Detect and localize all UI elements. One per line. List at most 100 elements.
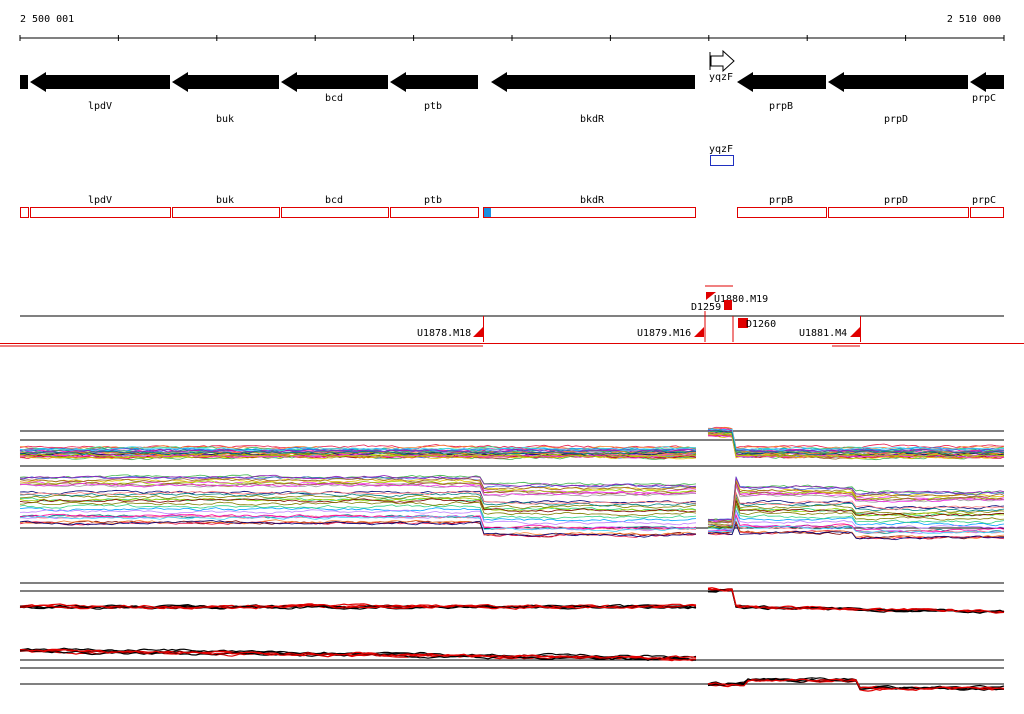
unit-U1881-M4[interactable]: U1881.M4 xyxy=(799,316,861,342)
reverse-arrow-icon xyxy=(30,72,170,92)
reverse-arrow-icon xyxy=(828,72,968,92)
cds-box xyxy=(710,155,734,166)
expression-trace xyxy=(19,587,1005,614)
summary-profile-upper xyxy=(19,587,1005,614)
cds-box xyxy=(970,207,1004,218)
unit-label: D1260 xyxy=(746,319,776,330)
expression-trace xyxy=(19,501,1005,529)
unit-U1879-M16[interactable]: U1879.M16 xyxy=(637,327,704,339)
reverse-arrow-icon xyxy=(390,72,478,92)
unit-marker-icon xyxy=(738,318,748,328)
unit-U1878-M18[interactable]: U1878.M18 xyxy=(417,316,484,342)
start-marker-icon xyxy=(483,207,491,218)
unit-U1880-M19[interactable]: U1880.M19 xyxy=(705,285,768,305)
gene-bcd[interactable]: bcd xyxy=(281,72,388,104)
expression-trace xyxy=(19,504,1005,529)
unit-label: D1259 xyxy=(691,302,721,313)
reverse-arrow-icon xyxy=(172,72,279,92)
cds-fragment[interactable] xyxy=(20,207,29,218)
expression-trace xyxy=(19,498,1005,529)
gene-yqzF[interactable]: yqzF xyxy=(709,49,735,83)
unit-marker-icon xyxy=(706,292,716,300)
reverse-arrow-icon xyxy=(281,72,388,92)
cds-label: buk xyxy=(216,195,234,206)
expression-trace xyxy=(19,509,1005,531)
expression-trace xyxy=(20,513,1005,534)
gene-prpB[interactable]: prpB xyxy=(737,72,826,112)
unit-D1259[interactable]: D1259 xyxy=(691,300,732,342)
expression-trace xyxy=(19,429,1005,454)
expression-trace xyxy=(19,433,1005,459)
gene-ptb[interactable]: ptb xyxy=(390,72,478,112)
unit-label: U1878.M18 xyxy=(417,328,471,339)
gene-bkdR[interactable]: bkdR xyxy=(491,72,695,125)
gene-track: lpdV buk bcd ptb bkdR yqzF xyxy=(20,49,1004,125)
cds-box xyxy=(828,207,969,218)
transcription-unit-track: U1880.M19 D1259 D1260 U1878.M18 U1879.M1… xyxy=(0,285,1024,347)
expression-trace xyxy=(19,492,1005,528)
expression-trace xyxy=(19,490,1005,527)
unit-label: U1880.M19 xyxy=(714,294,768,305)
gene-label: bkdR xyxy=(580,114,605,125)
cds-label: bcd xyxy=(325,195,343,206)
expression-trace xyxy=(19,477,1005,523)
gene-label: prpC xyxy=(972,93,996,104)
cds-label: yqzF xyxy=(709,144,733,155)
cds-box xyxy=(483,207,696,218)
outline-arrow-right-icon xyxy=(710,49,735,73)
gene-buk[interactable]: buk xyxy=(172,72,279,125)
cds-box xyxy=(390,207,479,218)
unit-label: U1879.M16 xyxy=(637,328,691,339)
expression-trace xyxy=(19,649,1005,692)
cds-lpdV[interactable]: lpdV xyxy=(30,195,171,218)
cds-label: prpC xyxy=(972,195,996,206)
expression-panel-1 xyxy=(19,426,1005,541)
expression-trace xyxy=(19,519,1005,541)
cds-yqzF[interactable]: yqzF xyxy=(709,144,734,166)
reverse-arrow-icon xyxy=(970,72,1004,92)
unit-marker-icon xyxy=(724,300,732,310)
cds-prpD[interactable]: prpD xyxy=(828,195,969,218)
reverse-arrow-icon xyxy=(491,72,695,92)
expression-profile-upper xyxy=(19,426,1005,461)
cds-prpB[interactable]: prpB xyxy=(737,195,827,218)
cds-box xyxy=(172,207,280,218)
expression-trace xyxy=(19,428,1005,451)
expression-profile-lower xyxy=(19,474,1005,541)
cds-box xyxy=(30,207,171,218)
ruler-ticks xyxy=(19,35,1005,41)
gene-label: lpdV xyxy=(88,101,112,112)
expression-trace xyxy=(19,514,1005,534)
expression-trace xyxy=(19,474,1005,521)
unit-marker-icon xyxy=(850,327,860,337)
gene-label: prpB xyxy=(769,101,793,112)
cds-bkdR[interactable]: bkdR xyxy=(483,195,696,218)
cds-track: yqzF lpdV buk bcd ptb bkdR xyxy=(20,144,1004,218)
expression-trace xyxy=(19,647,1005,691)
unit-marker-icon xyxy=(694,327,704,337)
cds-label: bkdR xyxy=(580,195,605,206)
cds-prpC[interactable]: prpC xyxy=(970,195,1004,218)
gene-prpD[interactable]: prpD xyxy=(828,72,968,125)
gene-fragment[interactable] xyxy=(20,75,28,89)
expression-trace xyxy=(19,430,1005,456)
ruler-end-label: 2 510 000 xyxy=(947,14,1001,25)
gene-label: buk xyxy=(216,114,234,125)
coordinate-ruler: 2 500 001 2 510 000 xyxy=(19,14,1005,41)
gene-lpdV[interactable]: lpdV xyxy=(30,72,170,112)
gene-label: ptb xyxy=(424,101,442,112)
cds-box xyxy=(281,207,389,218)
cds-label: lpdV xyxy=(88,195,112,206)
cds-ptb[interactable]: ptb xyxy=(390,195,479,218)
unit-label: U1881.M4 xyxy=(799,328,847,339)
cds-buk[interactable]: buk xyxy=(172,195,280,218)
unit-D1260[interactable]: D1260 xyxy=(732,316,776,342)
summary-profile-lower xyxy=(19,647,1005,692)
gene-prpC[interactable]: prpC xyxy=(970,72,1004,104)
cds-bcd[interactable]: bcd xyxy=(281,195,389,218)
gene-label: bcd xyxy=(325,93,343,104)
expression-trace xyxy=(19,431,1005,457)
cds-box xyxy=(737,207,827,218)
gene-label: yqzF xyxy=(709,72,733,83)
